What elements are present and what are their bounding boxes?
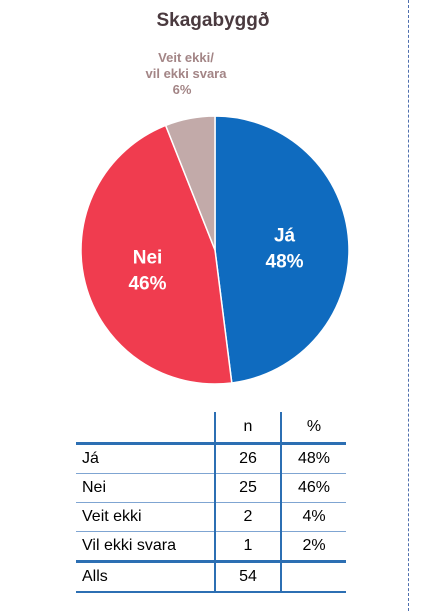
table-row: Já 26 48% [76,443,346,474]
pie-slice-ja [214,115,350,384]
row-label: Veit ekki [76,502,215,532]
table-header-n: n [214,412,281,445]
table-header-pct: % [280,412,346,445]
row-pct: 2% [280,531,346,563]
row-label: Já [76,443,215,474]
slice-label-veit-ekki-line-2: vil ekki svara [146,66,228,81]
stats-table-container: n % Já 26 48% Nei 25 46% Veit ekki 2 4% … [76,412,346,593]
slice-label-ja: Já [274,226,296,247]
row-label: Vil ekki svara [76,531,215,563]
total-pct [280,561,346,593]
total-label: Alls [76,561,215,593]
slice-label-nei: Nei [133,247,163,268]
chart-title: Skagabyggð [156,10,270,31]
row-label: Nei [76,473,215,503]
row-pct: 4% [280,502,346,532]
table-row: Vil ekki svara 1 2% [76,531,346,563]
row-pct: 48% [280,443,346,474]
pie-slice-veit-ekki [164,115,216,251]
row-n: 25 [214,473,281,503]
row-n: 26 [214,443,281,474]
slice-label-veit-ekki-line-1: Veit ekki/ [158,50,214,65]
pie-slice-nei [80,124,233,385]
table-row: Veit ekki 2 4% [76,502,346,532]
table-header-label [76,412,215,445]
total-n: 54 [214,561,281,593]
row-pct: 46% [280,473,346,503]
row-n: 1 [214,531,281,563]
slice-pct-nei: 46% [128,273,166,294]
row-n: 2 [214,502,281,532]
table-total-row: Alls 54 [76,561,346,593]
stats-table: n % Já 26 48% Nei 25 46% Veit ekki 2 4% … [76,412,346,593]
table-header-row: n % [76,412,346,445]
page-divider [408,0,409,611]
table-row: Nei 25 46% [76,473,346,503]
slice-label-veit-ekki-line-3: 6% [173,82,192,97]
slice-pct-ja: 48% [266,252,304,273]
